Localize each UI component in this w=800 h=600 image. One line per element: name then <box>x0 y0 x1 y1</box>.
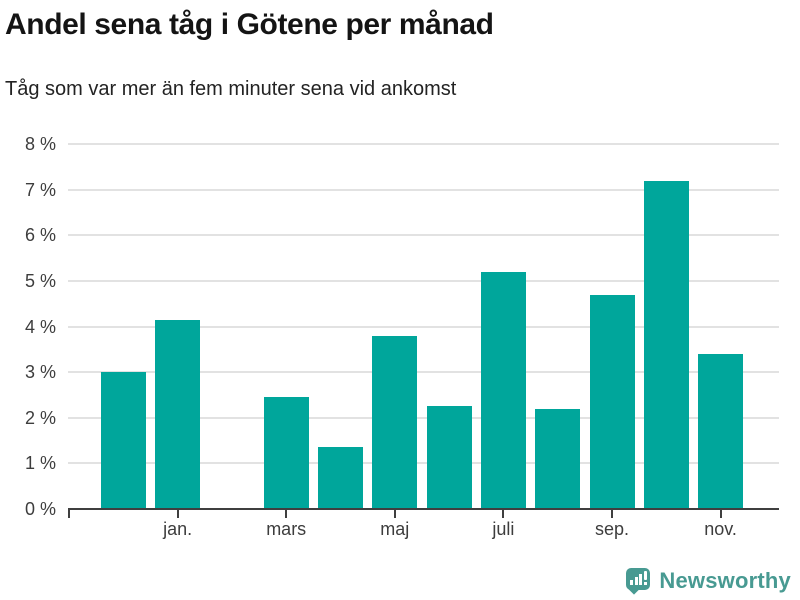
y-axis-label: 2 % <box>24 407 56 428</box>
x-axis-label-mars: mars <box>266 519 307 539</box>
x-tick-juli <box>502 510 505 518</box>
bar-okt <box>643 180 689 509</box>
logo-mini-bar-2 <box>634 577 638 585</box>
x-axis-label-jan: jan. <box>163 519 193 539</box>
bar-jan <box>155 319 201 509</box>
x-axis-label-juli: juli <box>492 519 515 539</box>
logo-exclamation-dot <box>643 582 647 585</box>
x-axis-start-tick <box>67 510 70 518</box>
x-tick-sep <box>611 510 613 518</box>
gridline <box>68 188 779 191</box>
y-axis-label: 5 % <box>24 270 56 291</box>
bar-mars <box>263 397 309 509</box>
y-axis-label: 8 % <box>24 134 56 154</box>
logo-mini-bar-3 <box>639 574 643 585</box>
x-axis-line <box>68 507 779 510</box>
gridline <box>68 143 779 145</box>
newsworthy-bubble-chart-icon <box>626 567 651 595</box>
y-axis-label: 3 % <box>24 362 56 383</box>
page-subtitle: Tåg som var mer än fem minuter sena vid … <box>5 78 457 100</box>
y-axis-label: 0 % <box>24 499 56 519</box>
x-tick-mars <box>285 510 288 518</box>
x-axis-label-nov: nov. <box>704 519 737 539</box>
logo-mini-bar-1 <box>630 580 634 585</box>
x-axis-label-sep: sep. <box>594 519 630 539</box>
y-axis-label: 6 % <box>24 225 56 246</box>
y-axis-label: 4 % <box>24 316 56 337</box>
gridline <box>68 371 779 374</box>
logo-exclamation-stem <box>643 571 647 580</box>
newsworthy-logo: Newsworthy <box>626 567 791 595</box>
y-axis-label: 1 % <box>24 453 56 474</box>
bar-sep <box>589 294 635 509</box>
bar-dec <box>100 372 146 509</box>
bar-aug <box>535 408 581 509</box>
x-axis-label-maj: maj <box>380 519 410 539</box>
gridline <box>68 325 779 328</box>
newsworthy-wordmark: Newsworthy <box>659 568 791 593</box>
page-title: Andel sena tåg i Götene per månad <box>5 8 494 41</box>
x-tick-maj <box>393 510 396 518</box>
gridline <box>68 416 779 419</box>
bar-juli <box>480 271 526 509</box>
bar-nov <box>698 353 744 509</box>
x-tick-nov <box>719 510 722 518</box>
gridline <box>68 279 779 282</box>
bar-maj <box>372 335 418 509</box>
bar-juni <box>426 406 472 509</box>
gridline <box>68 462 779 465</box>
x-tick-jan <box>176 510 179 518</box>
y-axis-label: 7 % <box>24 179 56 200</box>
gridline <box>68 234 779 237</box>
bar-april <box>318 447 363 509</box>
